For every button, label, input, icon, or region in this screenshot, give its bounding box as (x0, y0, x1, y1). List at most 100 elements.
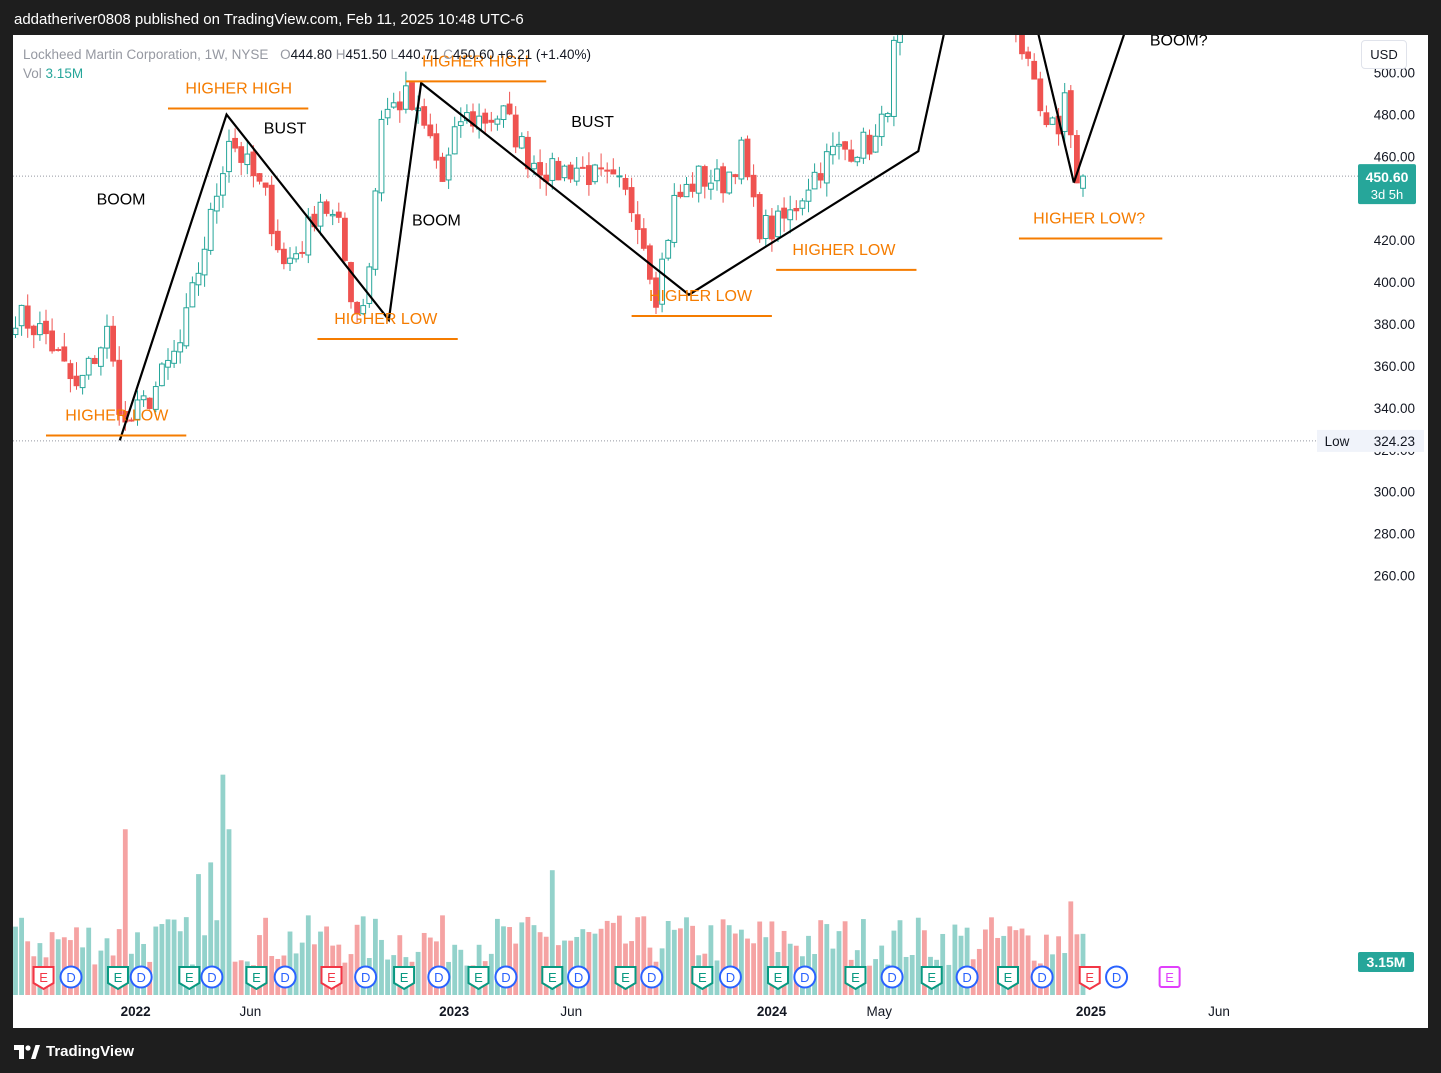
earnings-letter: E (252, 970, 261, 985)
candle-body (384, 108, 391, 119)
dividend-circle (200, 965, 224, 989)
candle (823, 143, 830, 197)
volume-bar (135, 932, 140, 995)
volume-bar (226, 829, 232, 995)
candle-body (24, 305, 31, 329)
candle (683, 176, 690, 198)
legend-close-value: 450.60 (452, 47, 495, 62)
candle (653, 271, 659, 315)
candle-body (1061, 92, 1068, 133)
time-tick-label: Jun (560, 1004, 582, 1019)
candle (61, 332, 68, 362)
volume-bar (495, 918, 500, 995)
candle (689, 172, 696, 198)
earnings-shape (767, 966, 789, 991)
candle (830, 132, 836, 165)
candle-body (37, 323, 43, 336)
price-tick-label: 280.00 (1374, 527, 1415, 542)
candle (610, 158, 617, 175)
legend-high-label: H (335, 47, 346, 62)
dividend-letter: D (66, 970, 75, 985)
volume-bar (342, 962, 348, 995)
dividend-circle (793, 965, 817, 989)
candle-body (439, 156, 446, 182)
candle (152, 381, 159, 413)
last-price-bg (1358, 164, 1416, 205)
volume-bar (232, 961, 238, 995)
earnings-marker: E (691, 966, 714, 991)
volume-bar (537, 932, 543, 995)
candle-body (67, 363, 74, 380)
candle (500, 105, 507, 128)
dividend-marker: D (354, 965, 378, 989)
candle (525, 131, 531, 179)
legend-price-row: Lockheed Martin Corporation, 1W, NYSE O4… (23, 45, 591, 64)
earnings-shape (541, 966, 564, 991)
volume-bar (287, 931, 293, 995)
candle-body (488, 119, 495, 123)
projection-arrow-line (1072, 35, 1126, 183)
candle (171, 340, 177, 368)
candle (220, 166, 226, 208)
annotation-word: BOOM (97, 192, 146, 209)
volume-bar (458, 949, 464, 995)
candle-body (159, 363, 165, 387)
volume-bar (74, 927, 79, 995)
candle (756, 191, 763, 243)
earnings-marker: E (178, 966, 201, 991)
earnings-shape (1158, 966, 1181, 988)
volume-bar (745, 938, 750, 995)
dividend-marker: D (273, 965, 297, 989)
volume-tag: 3.15M (1358, 952, 1414, 972)
annotation-label: HIGHER HIGH (168, 81, 309, 110)
candle (897, 35, 903, 56)
candle (640, 218, 647, 251)
volume-bar (879, 945, 885, 995)
candle (13, 316, 19, 339)
candle-body (30, 325, 37, 336)
candle (396, 91, 403, 123)
candle-body (549, 158, 556, 181)
volume-bar (1019, 928, 1025, 995)
candle-body (567, 164, 574, 180)
candle (128, 417, 135, 422)
volume-bar (641, 916, 647, 995)
volume-bar (183, 917, 189, 995)
candle (329, 209, 336, 226)
dividend-letter: D (501, 970, 510, 985)
earnings-letter: E (548, 970, 557, 985)
volume-bar (940, 933, 946, 995)
volume-bar (635, 917, 641, 995)
volume-bar (348, 954, 354, 995)
price-tick-label: 500.00 (1374, 66, 1415, 81)
volume-bar (690, 925, 695, 995)
candle-body (433, 133, 440, 161)
volume-bar (964, 927, 970, 995)
earnings-shape (691, 966, 714, 991)
candle-body (287, 257, 293, 264)
earnings-shape (614, 966, 637, 991)
candle-body (726, 171, 733, 194)
candle (238, 141, 245, 176)
candle-body (531, 162, 537, 170)
volume-bar (824, 924, 830, 995)
earnings-marker: E (32, 966, 55, 991)
price-chart[interactable]: HIGHER LOW HIGHER HIGH HIGHER LOW HIGHER HI… (13, 35, 1428, 1028)
candle-body (91, 357, 98, 364)
dividend-circle (354, 965, 378, 989)
earnings-shape (320, 966, 343, 991)
low-price-value-text: 324.23 (1374, 434, 1415, 449)
volume-bar (220, 774, 226, 995)
earnings-marker: E (106, 966, 129, 991)
currency-button[interactable]: USD (1361, 40, 1407, 69)
candle (476, 103, 483, 139)
dividend-letter: D (647, 970, 656, 985)
candle-body (305, 216, 312, 256)
volume-bar (739, 929, 744, 995)
candle-body (220, 173, 226, 196)
candle (335, 202, 342, 224)
candle-body (451, 126, 458, 155)
chart-frame[interactable]: HIGHER LOW HIGHER HIGH HIGHER LOW HIGHER HI… (13, 35, 1428, 1028)
volume-bar (49, 932, 55, 995)
candle (1049, 116, 1056, 125)
